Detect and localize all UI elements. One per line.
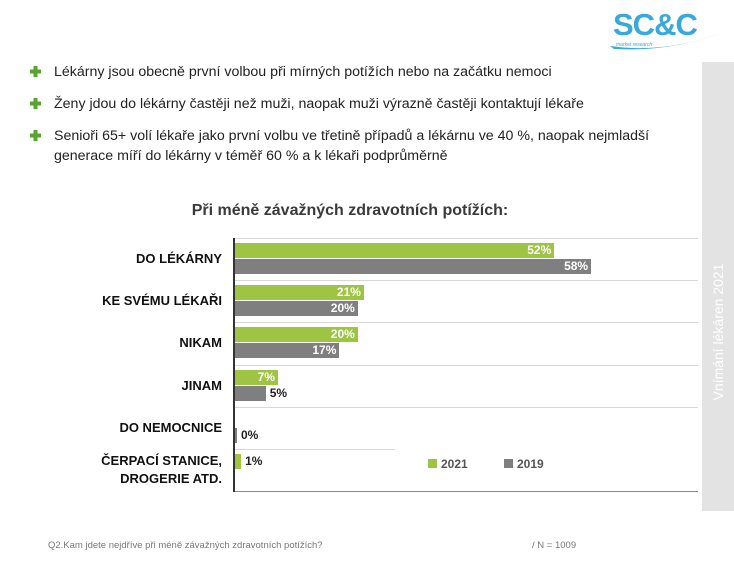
data-label-2021: 21%	[336, 285, 361, 300]
finding-item: Ženy jdou do lékárny častěji než muži, n…	[30, 94, 690, 114]
category-label: KE SVÉMU LÉKAŘI	[102, 293, 222, 309]
side-banner-text: Vnímání lékáren 2021	[710, 263, 726, 401]
data-label-2019: 20%	[330, 301, 355, 316]
logo-subtitle: market research	[616, 42, 653, 48]
finding-text: Ženy jdou do lékárny častěji než muži, n…	[54, 96, 584, 112]
gridline	[235, 365, 698, 366]
gridline	[235, 280, 698, 281]
legend-item-2021: 2021	[428, 457, 468, 471]
finding-item: Lékárny jsou obecně první volbou při mír…	[30, 62, 690, 82]
data-label-2019: 58%	[564, 259, 589, 273]
sample-size: / N = 1009	[532, 540, 577, 551]
category-label: JINAM	[181, 377, 222, 393]
bar-2021	[235, 243, 555, 258]
finding-item: Senioři 65+ volí lékaře jako první volbu…	[30, 126, 690, 166]
data-label-2021: 52%	[527, 243, 552, 257]
question-footnote: Q2.Kam jdete nejdříve při méně závažných…	[48, 540, 323, 551]
category-label: DO LÉKÁRNY	[136, 251, 222, 266]
gridline	[235, 238, 698, 239]
data-label-2019: 17%	[312, 343, 337, 358]
sc-and-c-logo: SC&C market research	[606, 8, 726, 54]
legend-label-2021: 2021	[441, 457, 468, 471]
bar-2019	[235, 385, 266, 401]
data-label-2019: 0%	[241, 427, 259, 442]
legend-label-2019: 2019	[517, 457, 544, 471]
chart-title: Při méně závažných zdravotních potížích:	[191, 202, 509, 219]
green-cross-icon	[30, 130, 41, 141]
bar-2021	[235, 369, 278, 385]
legend-swatch-2019	[504, 459, 513, 468]
category-label: DO NEMOCNICE	[119, 419, 222, 435]
data-label-2021: 7%	[257, 369, 275, 384]
gridline	[235, 322, 698, 323]
logo-swoosh-icon	[610, 32, 724, 50]
data-label-2021: 1%	[245, 454, 263, 468]
gridline	[235, 407, 698, 408]
bar-2021	[235, 327, 358, 343]
bar-2021	[235, 285, 364, 301]
bar-2019	[235, 301, 358, 317]
category-label: ČERPACÍ STANICE, DROGERIE ATD.	[101, 453, 222, 486]
data-label-2021: 20%	[330, 327, 355, 342]
category-label: NIKAM	[179, 335, 222, 351]
bar-2019	[235, 259, 592, 274]
legend-item-2019: 2019	[504, 457, 544, 471]
logo-text: SC&C	[613, 7, 698, 42]
legend-swatch-2021	[428, 459, 437, 468]
data-label-2019: 5%	[269, 385, 288, 400]
green-cross-icon	[30, 98, 41, 109]
finding-text: Lékárny jsou obecně první volbou při mír…	[54, 64, 552, 80]
bar-2021	[235, 454, 242, 469]
finding-text: Senioři 65+ volí lékaře jako první volbu…	[54, 128, 650, 164]
gridline	[235, 491, 698, 492]
bar-2019	[235, 343, 340, 359]
green-cross-icon	[30, 66, 41, 77]
bar-2019	[235, 427, 237, 443]
side-banner: Vnímání lékáren 2021	[702, 62, 734, 511]
gridline	[235, 449, 395, 450]
y-axis-line	[233, 238, 235, 492]
